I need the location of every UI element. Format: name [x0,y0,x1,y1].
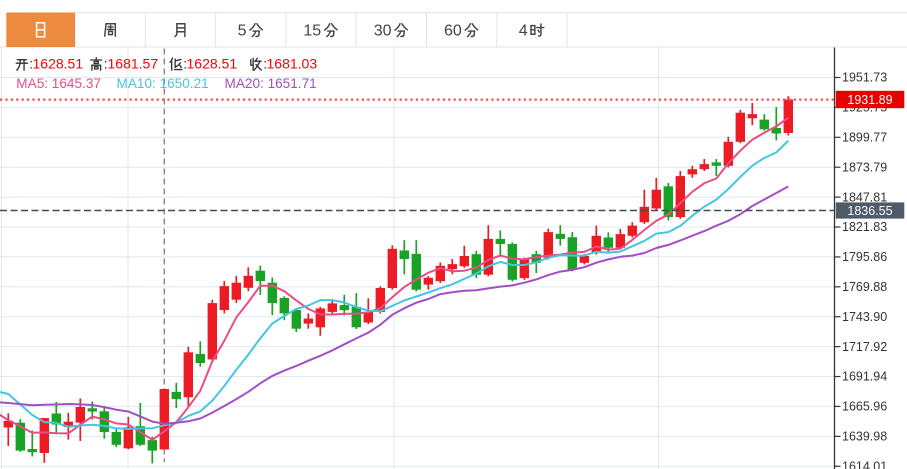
svg-text:1665.96: 1665.96 [842,400,887,414]
svg-text:1931.89: 1931.89 [847,93,892,107]
svg-text:1847.81: 1847.81 [842,190,887,204]
svg-text:1628.51: 1628.51 [187,56,238,72]
svg-text:30: 30 [374,22,392,39]
svg-text:1614.01: 1614.01 [842,459,887,469]
svg-text:1951.73: 1951.73 [842,71,887,85]
svg-text:1639.98: 1639.98 [842,430,887,444]
svg-text:1836.55: 1836.55 [847,204,892,218]
svg-text:60: 60 [444,22,462,39]
svg-text:MA20: 1651.71: MA20: 1651.71 [225,76,317,91]
svg-text:1873.79: 1873.79 [842,160,887,174]
svg-text:1899.77: 1899.77 [842,131,887,145]
svg-text:1795.86: 1795.86 [842,250,887,264]
svg-text::: : [104,56,108,72]
svg-text:1691.94: 1691.94 [842,370,887,384]
svg-text:1717.92: 1717.92 [842,340,887,354]
svg-text:5: 5 [238,22,247,39]
svg-text::: : [263,56,267,72]
svg-text::: : [183,56,187,72]
svg-text:1628.51: 1628.51 [33,56,84,72]
svg-text:MA5: 1645.37: MA5: 1645.37 [16,76,101,91]
svg-text::: : [29,56,33,72]
svg-text:1743.90: 1743.90 [842,310,887,324]
svg-text:1821.83: 1821.83 [842,220,887,234]
svg-text:1769.88: 1769.88 [842,280,887,294]
svg-text:1681.57: 1681.57 [108,56,159,72]
svg-text:4: 4 [519,22,528,39]
svg-text:1681.03: 1681.03 [267,56,318,72]
svg-text:MA10: 1650.21: MA10: 1650.21 [117,76,209,91]
svg-text:15: 15 [303,22,321,39]
